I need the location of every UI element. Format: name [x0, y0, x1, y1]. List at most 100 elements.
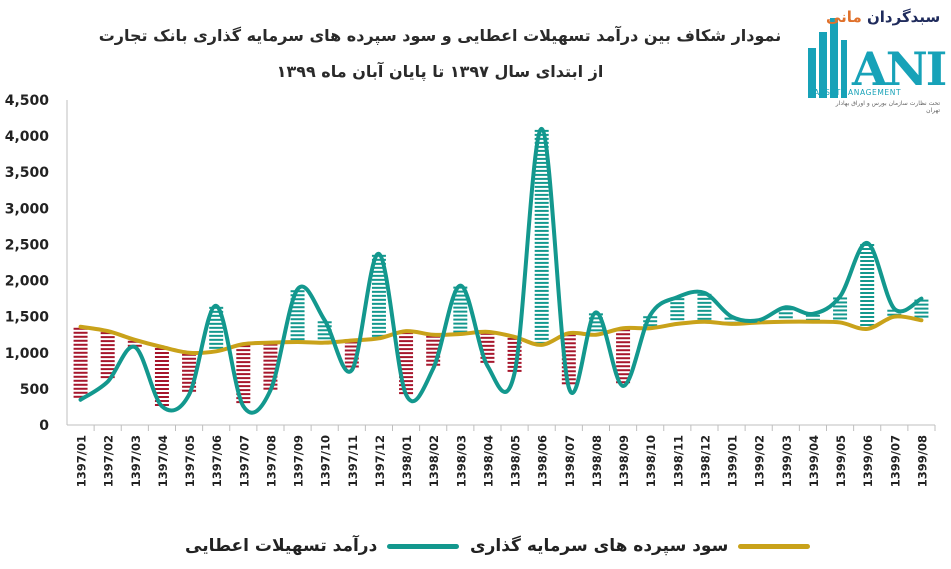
gap-hatch — [833, 297, 848, 320]
y-tick-label: 1,500 — [5, 310, 50, 326]
data-point-loan-income — [730, 315, 734, 319]
data-point-deposit-interest — [513, 335, 517, 339]
data-point-loan-income — [241, 404, 245, 408]
x-tick-label: 1398/04 — [481, 435, 495, 487]
data-point-deposit-interest — [784, 320, 788, 324]
x-tick-label: 1397/06 — [210, 435, 224, 487]
legend-item-loan-income: درآمد تسهیلات اعطایی — [185, 533, 460, 559]
y-tick-label: 3,000 — [5, 201, 50, 217]
legend-label-loan-income: درآمد تسهیلات اعطایی — [185, 536, 378, 556]
data-point-loan-income — [79, 398, 83, 402]
gap-hatch — [73, 327, 88, 398]
data-point-loan-income — [648, 313, 652, 317]
data-point-deposit-interest — [567, 331, 571, 335]
gap-hatch — [860, 244, 875, 326]
chart-title: نمودار شکاف بین درآمد تسهیلات اعطایی و س… — [98, 26, 782, 45]
x-tick-label: 1398/01 — [400, 435, 414, 487]
data-point-deposit-interest — [214, 349, 218, 353]
x-tick-label: 1397/04 — [156, 435, 170, 487]
gap-hatch — [697, 293, 712, 320]
data-point-loan-income — [296, 287, 300, 291]
data-point-deposit-interest — [160, 345, 164, 349]
company-logo: سبدگردان مانی ANI ASSETMANAGEMENT تحت نظ… — [800, 8, 947, 114]
data-point-deposit-interest — [458, 332, 462, 336]
x-tick-label: 1398/08 — [590, 435, 604, 487]
data-point-deposit-interest — [133, 338, 137, 342]
legend-label-deposit-interest: سود سپرده های سرمایه گذاری — [470, 536, 729, 556]
x-tick-label: 1398/07 — [563, 435, 577, 487]
x-tick-label: 1399/05 — [834, 435, 848, 487]
y-tick-label: 4,000 — [5, 129, 50, 145]
data-point-deposit-interest — [675, 322, 679, 326]
logo-subtitle: ASSETMANAGEMENT — [814, 88, 902, 97]
gap-hatch — [182, 353, 197, 392]
x-tick-label: 1399/02 — [753, 435, 767, 487]
data-point-loan-income — [919, 297, 923, 301]
data-point-loan-income — [784, 305, 788, 309]
y-tick-label: 2,500 — [5, 237, 50, 253]
chart-subtitle: از ابتدای سال ۱۳۹۷ تا پایان آبان ماه ۱۳۹… — [276, 62, 604, 81]
data-point-deposit-interest — [838, 320, 842, 324]
data-point-loan-income — [214, 304, 218, 308]
data-point-deposit-interest — [350, 339, 354, 342]
data-point-loan-income — [892, 307, 896, 311]
data-point-deposit-interest — [892, 315, 896, 319]
data-point-deposit-interest — [106, 329, 110, 333]
data-point-loan-income — [540, 127, 544, 131]
x-tick-label: 1397/05 — [183, 435, 197, 487]
logo-tagline: تحت نظارت سازمان بورس و اوراق بهادار تهر… — [835, 100, 940, 114]
y-tick-label: 3,500 — [5, 165, 50, 181]
data-point-deposit-interest — [268, 341, 272, 345]
logo-brand-text: سبدگردان — [866, 8, 941, 26]
x-tick-label: 1397/01 — [75, 435, 89, 487]
x-tick-label: 1398/09 — [617, 435, 631, 487]
data-point-loan-income — [485, 364, 489, 368]
data-point-deposit-interest — [377, 336, 381, 340]
data-point-loan-income — [350, 368, 354, 372]
x-tick-label: 1399/06 — [861, 435, 875, 487]
x-tick-label: 1398/03 — [454, 435, 468, 487]
data-point-loan-income — [838, 294, 842, 298]
x-tick-label: 1397/12 — [373, 435, 387, 487]
data-point-deposit-interest — [702, 320, 706, 324]
x-tick-label: 1397/08 — [264, 435, 278, 487]
x-tick-label: 1399/08 — [915, 435, 929, 487]
data-point-deposit-interest — [865, 327, 869, 331]
x-tick-label: 1399/03 — [780, 435, 794, 487]
legend-swatch-deposit-interest — [738, 543, 811, 549]
y-tick-label: 500 — [20, 382, 49, 398]
data-point-deposit-interest — [757, 320, 761, 324]
data-point-deposit-interest — [485, 330, 489, 334]
x-tick-label: 1397/03 — [129, 435, 143, 487]
data-point-loan-income — [323, 318, 327, 322]
data-point-deposit-interest — [919, 318, 923, 322]
series-line-deposit-interest — [78, 314, 924, 356]
logo-brand-accent: مانی — [826, 8, 862, 26]
x-tick-label: 1399/01 — [726, 435, 740, 487]
data-point-deposit-interest — [187, 351, 191, 355]
x-tick-label: 1397/11 — [346, 435, 360, 487]
data-point-loan-income — [621, 384, 625, 388]
data-point-deposit-interest — [404, 329, 408, 333]
data-point-deposit-interest — [730, 322, 734, 326]
logo-letters: ANI — [852, 42, 947, 96]
data-point-loan-income — [567, 385, 571, 389]
x-tick-label: 1398/12 — [698, 435, 712, 487]
y-tick-label: 4,500 — [5, 93, 50, 109]
x-tick-label: 1399/04 — [807, 435, 821, 487]
data-point-loan-income — [811, 312, 815, 316]
data-point-loan-income — [404, 393, 408, 397]
data-point-deposit-interest — [648, 326, 652, 330]
data-point-deposit-interest — [431, 333, 435, 337]
data-point-loan-income — [757, 318, 761, 322]
data-point-loan-income — [268, 388, 272, 392]
gap-hatch — [100, 332, 115, 379]
data-point-deposit-interest — [323, 341, 327, 345]
logo-brand: سبدگردان مانی — [826, 8, 940, 26]
data-point-deposit-interest — [540, 343, 544, 347]
y-tick-label: 1,000 — [5, 346, 50, 362]
y-tick-label: 2,000 — [5, 274, 50, 290]
series-line-loan-income — [78, 126, 924, 415]
x-tick-label: 1398/06 — [536, 435, 550, 487]
